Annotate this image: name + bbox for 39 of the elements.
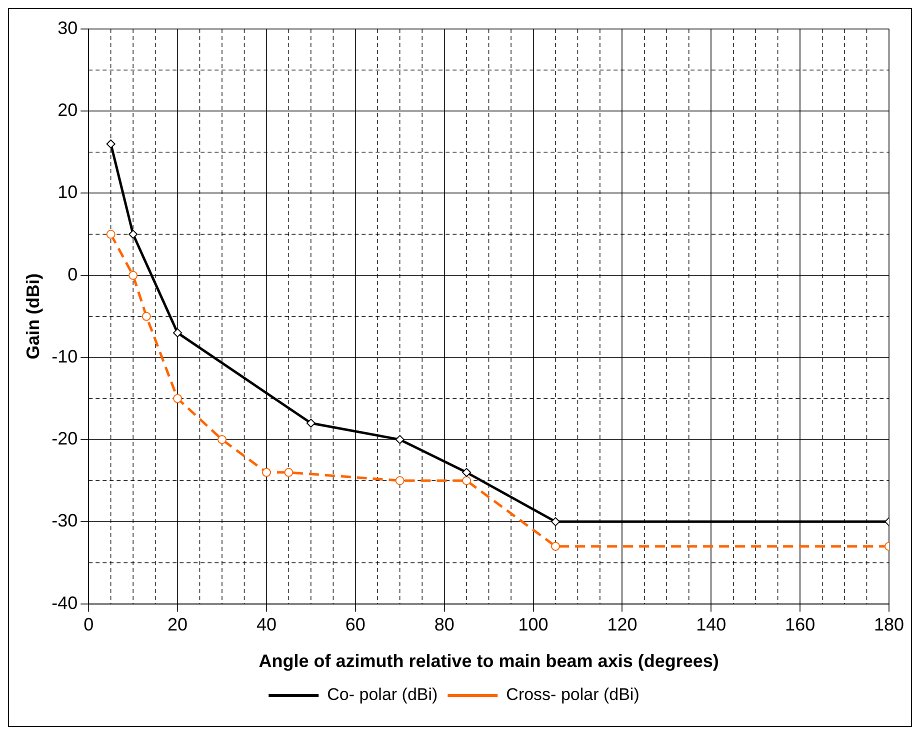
point [551,517,560,526]
point [173,328,182,338]
point [262,468,271,477]
point [462,476,472,486]
y-tick-label: 10 [58,182,78,202]
y-tick-label: -10 [52,346,78,366]
point [128,230,138,239]
y-tick-label: 20 [58,100,78,120]
point [462,468,472,477]
point [551,542,560,551]
x-tick-label: 100 [518,614,548,635]
x-tick-label: 80 [434,614,454,635]
point [106,230,116,239]
point [218,435,227,444]
x-tick-label: 160 [785,614,816,635]
x-axis-title: Angle of azimuth relative to main beam axis (degrees) [258,651,719,672]
y-tick-label: 30 [58,18,78,38]
y-axis-title: Gain (dBi) [22,273,43,360]
y-tick-label: -20 [52,428,78,449]
point [395,435,404,444]
point [106,139,116,148]
y-tick-label: -30 [52,510,78,531]
x-tick-label: 60 [345,614,366,635]
x-tick-label: 120 [607,614,638,635]
point [306,418,316,428]
point [142,312,151,321]
point [173,394,182,404]
x-tick-label: 180 [874,614,904,635]
point [395,476,404,486]
y-tick-label: 0 [68,264,78,284]
x-tick-label: 140 [696,614,726,635]
x-tick-label: 0 [84,614,94,635]
point [284,468,294,477]
x-tick-label: 40 [256,614,276,635]
y-tick-label: -40 [52,592,78,613]
legend-label: Cross- polar (dBi) [506,685,640,704]
legend-label: Co- polar (dBi) [327,685,438,704]
x-tick-label: 20 [168,614,188,635]
point [128,270,138,280]
